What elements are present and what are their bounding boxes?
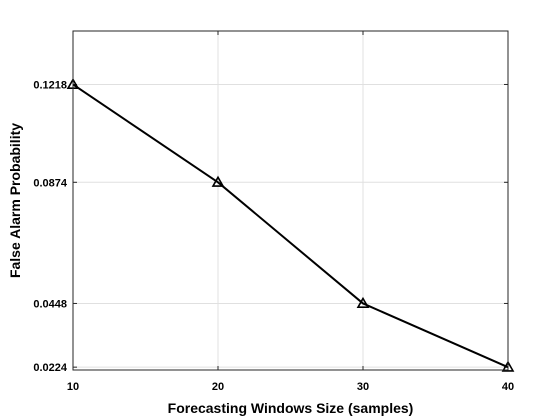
x-tick-label: 40 bbox=[502, 381, 514, 393]
tick-labels: 10 20 30 40 0.0224 0.0448 0.0874 0.1218 bbox=[33, 79, 514, 393]
series bbox=[66, 77, 515, 372]
data-point-marker bbox=[211, 175, 225, 187]
y-tick-label: 0.0224 bbox=[33, 362, 68, 374]
series-line bbox=[72, 83, 509, 369]
data-point-marker bbox=[501, 360, 515, 372]
plot-area bbox=[73, 31, 508, 370]
y-axis-label: False Alarm Probability bbox=[7, 123, 23, 278]
y-tick-label: 0.0874 bbox=[33, 177, 68, 189]
x-tick-label: 30 bbox=[357, 381, 369, 393]
data-point-marker bbox=[356, 296, 370, 309]
x-tick-label: 10 bbox=[67, 381, 79, 393]
y-tick-label: 0.1218 bbox=[33, 79, 67, 91]
x-tick-label: 20 bbox=[212, 381, 224, 393]
x-axis-label: Forecasting Windows Size (samples) bbox=[168, 400, 414, 416]
plot-frame bbox=[72, 30, 509, 371]
y-tick-label: 0.0448 bbox=[33, 298, 67, 310]
